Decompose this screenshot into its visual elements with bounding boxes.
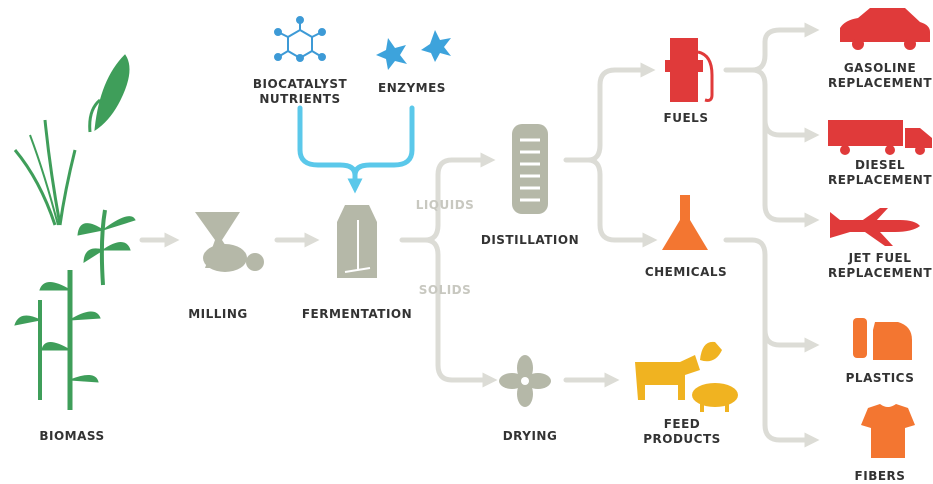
jet-fuel-icon	[830, 208, 920, 246]
node-label: JET FUEL	[848, 251, 912, 265]
node-label: FIBERS	[855, 469, 906, 483]
chemicals-icon	[662, 195, 708, 250]
milling-icon	[195, 212, 264, 272]
fermentation-icon	[337, 205, 377, 278]
biocatalyst-icon	[275, 17, 325, 61]
node-label: BIOCATALYST	[253, 77, 348, 91]
node-label: BIOMASS	[39, 429, 104, 443]
fibers-icon	[861, 404, 915, 458]
node-label: PRODUCTS	[643, 432, 721, 446]
diagram: BIOMASS MILLING FERMENTATION BIOCATALYSTNUT…	[0, 0, 933, 484]
distillation-icon	[512, 124, 548, 214]
node-label: PLASTICS	[846, 371, 915, 385]
edge-label: SOLIDS	[419, 283, 472, 297]
node-label: DISTILLATION	[481, 233, 579, 247]
node-label: REPLACEMENT	[828, 76, 932, 90]
node-label: GASOLINE	[844, 61, 916, 75]
drying-icon	[499, 355, 551, 407]
node-label: FUELS	[664, 111, 709, 125]
node-label: NUTRIENTS	[259, 92, 340, 106]
biomass-icon	[15, 55, 135, 410]
fuels-icon	[665, 38, 712, 102]
plastics-icon	[853, 318, 912, 360]
edge-label: LIQUIDS	[416, 198, 475, 212]
node-label: DIESEL	[855, 158, 905, 172]
labels: BIOMASS MILLING FERMENTATION BIOCATALYSTNUT…	[39, 61, 932, 483]
node-label: REPLACEMENT	[828, 173, 932, 187]
feed-products-icon	[635, 342, 738, 412]
node-label: REPLACEMENT	[828, 266, 932, 280]
node-label: CHEMICALS	[645, 265, 727, 279]
enzymes-icon	[376, 30, 451, 70]
node-label: ENZYMES	[378, 81, 446, 95]
gasoline-icon	[840, 8, 930, 50]
node-label: FEED	[664, 417, 701, 431]
node-label: FERMENTATION	[302, 307, 412, 321]
node-label: DRYING	[503, 429, 558, 443]
diesel-icon	[828, 120, 932, 155]
node-label: MILLING	[188, 307, 248, 321]
